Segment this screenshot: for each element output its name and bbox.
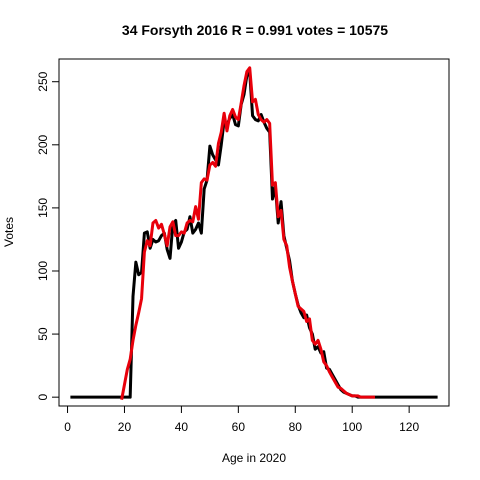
x-tick-label: 40 <box>175 420 189 434</box>
x-tick-label: 120 <box>399 420 419 434</box>
y-tick-label: 100 <box>36 261 50 281</box>
y-axis-label: Votes <box>2 217 16 247</box>
y-axis: 0 50 100 150 200 250 <box>36 71 60 401</box>
x-axis: 0 20 40 60 80 100 120 <box>64 405 419 434</box>
y-tick-label: 200 <box>36 134 50 154</box>
x-axis-label: Age in 2020 <box>222 451 286 465</box>
y-tick-label: 150 <box>36 198 50 218</box>
series-layer <box>70 66 438 400</box>
x-tick-label: 60 <box>232 420 246 434</box>
x-tick-label: 20 <box>118 420 132 434</box>
series-line-1 <box>70 71 438 399</box>
x-tick-label: 100 <box>342 420 362 434</box>
chart-title: 34 Forsyth 2016 R = 0.991 votes = 10575 <box>122 22 388 38</box>
plot-frame <box>58 58 450 407</box>
y-tick-label: 250 <box>36 71 50 91</box>
y-tick-label: 0 <box>36 394 50 401</box>
x-tick-label: 80 <box>289 420 303 434</box>
series-line-2 <box>120 66 375 400</box>
x-tick-label: 0 <box>64 420 71 434</box>
y-tick-label: 50 <box>36 327 50 341</box>
